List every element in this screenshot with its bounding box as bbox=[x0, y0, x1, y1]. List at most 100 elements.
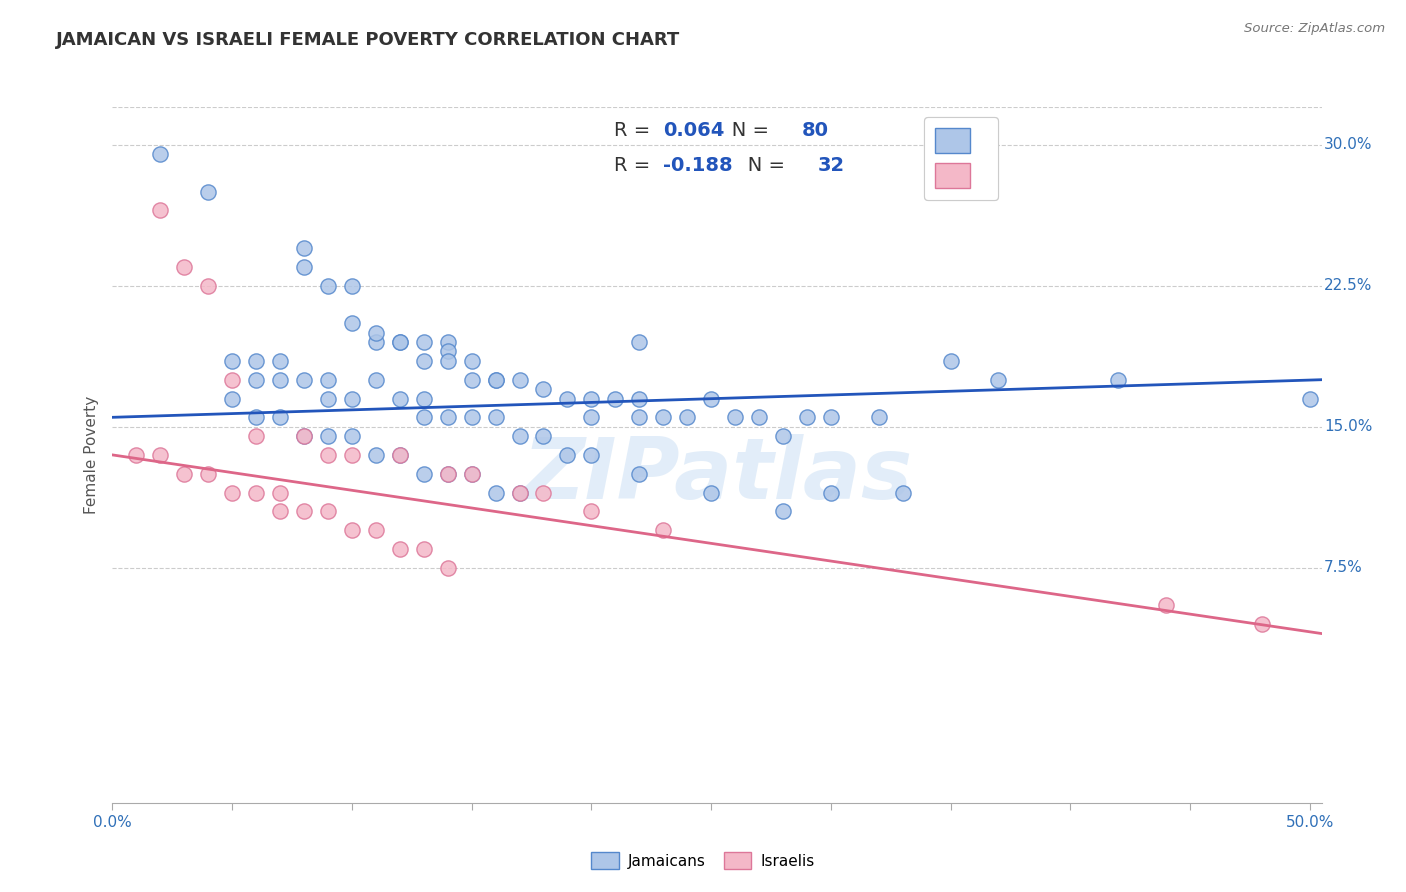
Point bbox=[436, 560, 458, 574]
Point bbox=[412, 467, 434, 481]
Point bbox=[388, 335, 411, 350]
Point bbox=[364, 335, 387, 350]
Point bbox=[412, 335, 434, 350]
Text: R =: R = bbox=[614, 121, 657, 140]
Point bbox=[987, 373, 1010, 387]
Point bbox=[269, 354, 291, 368]
Point bbox=[221, 373, 243, 387]
Text: -0.188: -0.188 bbox=[662, 156, 733, 175]
Point bbox=[772, 429, 794, 443]
Point bbox=[269, 373, 291, 387]
Y-axis label: Female Poverty: Female Poverty bbox=[83, 396, 98, 514]
Point bbox=[533, 429, 555, 443]
Point bbox=[509, 429, 531, 443]
Point bbox=[388, 541, 411, 556]
Point bbox=[533, 382, 555, 396]
Point bbox=[460, 373, 482, 387]
Point bbox=[509, 485, 531, 500]
Point bbox=[676, 410, 699, 425]
Point bbox=[628, 467, 651, 481]
Point bbox=[316, 448, 339, 462]
Point bbox=[412, 392, 434, 406]
Point bbox=[484, 485, 506, 500]
Point bbox=[197, 185, 219, 199]
Point bbox=[292, 260, 315, 274]
Point bbox=[1107, 373, 1129, 387]
Point bbox=[748, 410, 770, 425]
Point bbox=[292, 429, 315, 443]
Point bbox=[460, 410, 482, 425]
Point bbox=[364, 373, 387, 387]
Point bbox=[1250, 617, 1272, 632]
Point bbox=[820, 410, 842, 425]
Point bbox=[292, 373, 315, 387]
Point bbox=[245, 429, 267, 443]
Point bbox=[221, 354, 243, 368]
Point bbox=[1298, 392, 1320, 406]
Text: 30.0%: 30.0% bbox=[1324, 137, 1372, 153]
Point bbox=[340, 316, 363, 330]
Point bbox=[436, 467, 458, 481]
Point bbox=[460, 354, 482, 368]
Point bbox=[388, 448, 411, 462]
Point bbox=[436, 335, 458, 350]
Point bbox=[652, 410, 675, 425]
Point bbox=[700, 392, 723, 406]
Point bbox=[245, 373, 267, 387]
Point bbox=[436, 410, 458, 425]
Point bbox=[388, 335, 411, 350]
Point bbox=[197, 278, 219, 293]
Point bbox=[149, 147, 172, 161]
Point bbox=[340, 392, 363, 406]
Point bbox=[700, 485, 723, 500]
Point bbox=[316, 278, 339, 293]
Point bbox=[484, 410, 506, 425]
Point bbox=[581, 410, 603, 425]
Point bbox=[509, 485, 531, 500]
Point bbox=[436, 344, 458, 359]
Point bbox=[340, 278, 363, 293]
Point bbox=[460, 467, 482, 481]
Point bbox=[581, 392, 603, 406]
Point bbox=[388, 392, 411, 406]
Point bbox=[340, 429, 363, 443]
Point bbox=[724, 410, 747, 425]
Point bbox=[628, 410, 651, 425]
Text: N =: N = bbox=[713, 121, 776, 140]
Point bbox=[245, 485, 267, 500]
Point bbox=[173, 260, 195, 274]
Point bbox=[221, 485, 243, 500]
Point bbox=[605, 392, 627, 406]
Point bbox=[772, 504, 794, 518]
Point bbox=[316, 373, 339, 387]
Text: R =: R = bbox=[614, 156, 657, 175]
Point bbox=[820, 485, 842, 500]
Point bbox=[484, 373, 506, 387]
Point bbox=[412, 354, 434, 368]
Point bbox=[581, 448, 603, 462]
Point bbox=[1154, 599, 1177, 613]
Text: 22.5%: 22.5% bbox=[1324, 278, 1372, 293]
Legend: Jamaicans, Israelis: Jamaicans, Israelis bbox=[585, 846, 821, 875]
Point bbox=[484, 373, 506, 387]
Point bbox=[292, 429, 315, 443]
Point bbox=[412, 541, 434, 556]
Point bbox=[868, 410, 890, 425]
Point bbox=[125, 448, 148, 462]
Text: 0.064: 0.064 bbox=[662, 121, 724, 140]
Point bbox=[388, 448, 411, 462]
Point bbox=[340, 523, 363, 537]
Point bbox=[269, 485, 291, 500]
Point bbox=[533, 485, 555, 500]
Point bbox=[436, 354, 458, 368]
Text: Source: ZipAtlas.com: Source: ZipAtlas.com bbox=[1244, 22, 1385, 36]
Point bbox=[340, 448, 363, 462]
Point bbox=[316, 504, 339, 518]
Point bbox=[245, 354, 267, 368]
Point bbox=[796, 410, 818, 425]
Point bbox=[292, 504, 315, 518]
Point bbox=[557, 448, 579, 462]
Text: 7.5%: 7.5% bbox=[1324, 560, 1362, 575]
Point bbox=[436, 467, 458, 481]
Point bbox=[891, 485, 914, 500]
